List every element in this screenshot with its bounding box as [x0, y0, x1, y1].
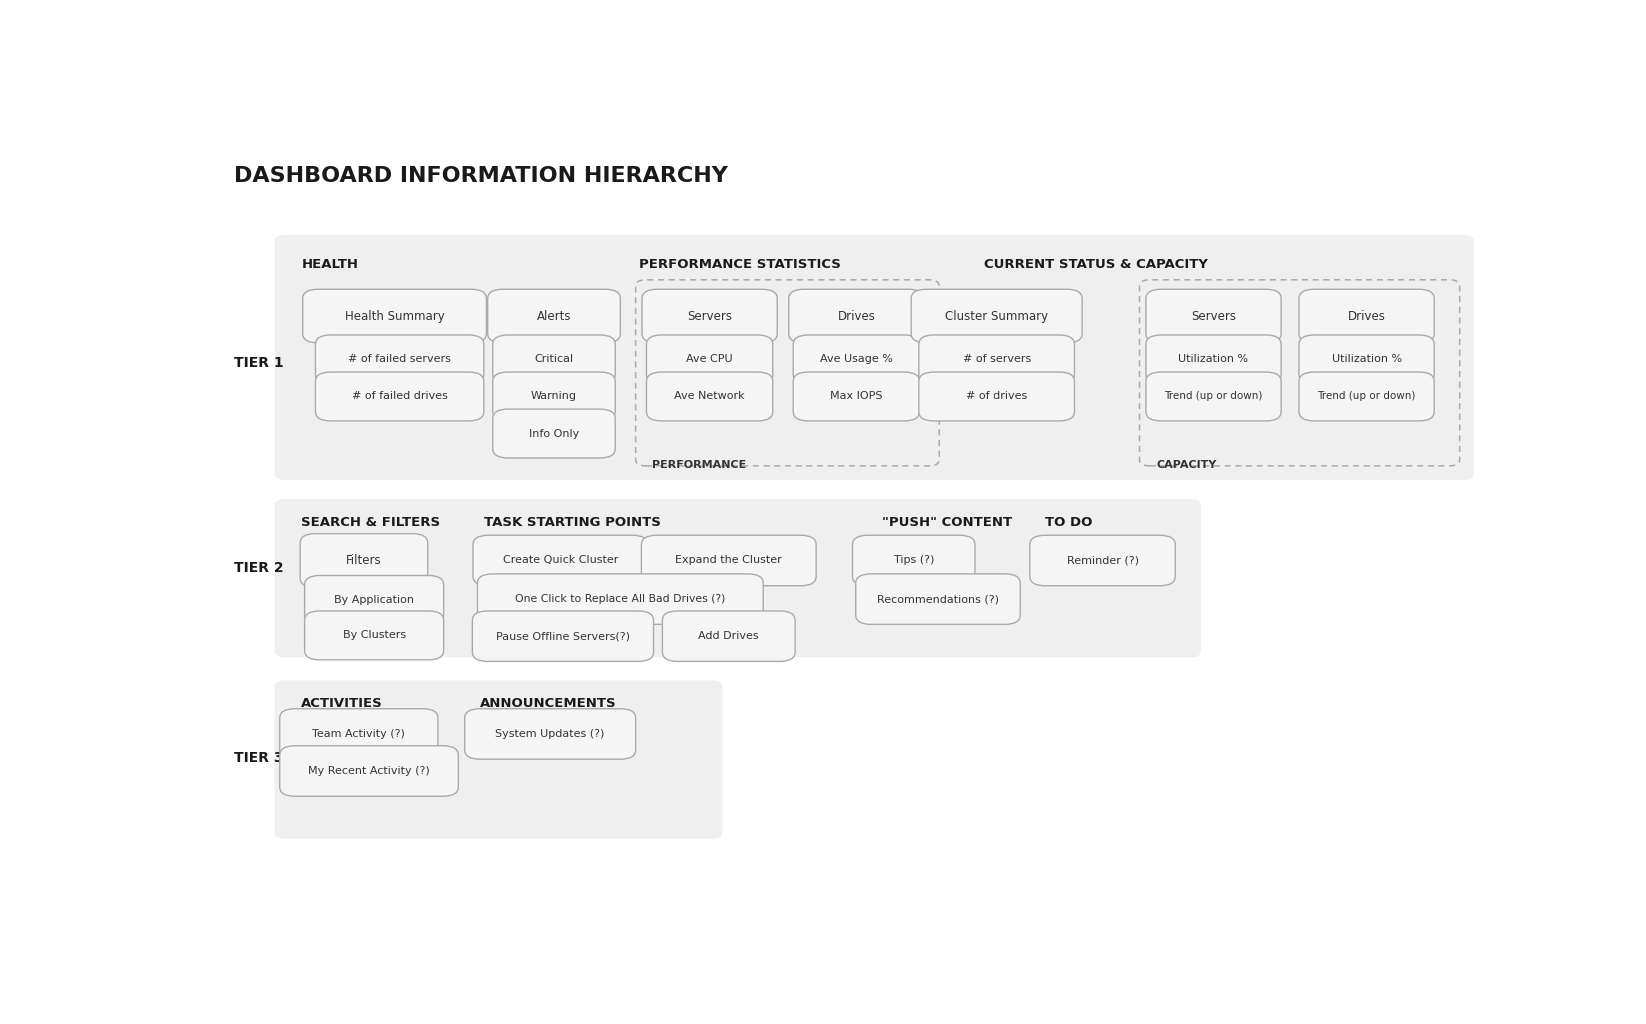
FancyBboxPatch shape: [856, 573, 1021, 625]
Text: TASK STARTING POINTS: TASK STARTING POINTS: [484, 516, 660, 529]
FancyBboxPatch shape: [280, 709, 438, 759]
Text: DASHBOARD INFORMATION HIERARCHY: DASHBOARD INFORMATION HIERARCHY: [234, 166, 728, 186]
Text: TIER 1: TIER 1: [234, 356, 283, 371]
FancyBboxPatch shape: [642, 289, 777, 343]
FancyBboxPatch shape: [853, 536, 974, 586]
FancyBboxPatch shape: [1299, 372, 1434, 421]
FancyBboxPatch shape: [1146, 372, 1281, 421]
FancyBboxPatch shape: [275, 499, 1200, 657]
Text: Servers: Servers: [686, 309, 732, 323]
Text: Drives: Drives: [1348, 309, 1386, 323]
Text: TIER 3: TIER 3: [234, 751, 283, 765]
FancyBboxPatch shape: [303, 289, 486, 343]
FancyBboxPatch shape: [477, 573, 764, 625]
Text: ANNOUNCEMENTS: ANNOUNCEMENTS: [481, 697, 617, 711]
FancyBboxPatch shape: [492, 372, 616, 421]
Text: One Click to Replace All Bad Drives (?): One Click to Replace All Bad Drives (?): [515, 594, 726, 604]
Text: Health Summary: Health Summary: [344, 309, 444, 323]
FancyBboxPatch shape: [1146, 335, 1281, 384]
Text: TO DO: TO DO: [1045, 516, 1093, 529]
FancyBboxPatch shape: [316, 372, 484, 421]
Text: # of failed drives: # of failed drives: [352, 391, 448, 401]
FancyBboxPatch shape: [793, 335, 920, 384]
FancyBboxPatch shape: [492, 410, 616, 458]
Text: CURRENT STATUS & CAPACITY: CURRENT STATUS & CAPACITY: [984, 258, 1208, 271]
FancyBboxPatch shape: [472, 536, 649, 586]
Text: Filters: Filters: [346, 554, 382, 567]
Text: PERFORMANCE: PERFORMANCE: [652, 461, 747, 470]
Text: TIER 2: TIER 2: [234, 561, 283, 575]
FancyBboxPatch shape: [464, 709, 635, 759]
Text: Info Only: Info Only: [528, 428, 579, 438]
FancyBboxPatch shape: [918, 372, 1075, 421]
Text: Ave Usage %: Ave Usage %: [820, 354, 892, 365]
Text: Reminder (?): Reminder (?): [1067, 555, 1139, 565]
FancyBboxPatch shape: [280, 745, 458, 797]
Text: Ave Network: Ave Network: [675, 391, 746, 401]
FancyBboxPatch shape: [642, 536, 816, 586]
FancyBboxPatch shape: [305, 611, 444, 659]
FancyBboxPatch shape: [647, 372, 772, 421]
FancyBboxPatch shape: [912, 289, 1081, 343]
Text: ACTIVITIES: ACTIVITIES: [301, 697, 384, 711]
FancyBboxPatch shape: [316, 335, 484, 384]
FancyBboxPatch shape: [275, 680, 723, 839]
Text: Ave CPU: Ave CPU: [686, 354, 732, 365]
Text: Pause Offline Servers(?): Pause Offline Servers(?): [495, 631, 630, 641]
Text: "PUSH" CONTENT: "PUSH" CONTENT: [882, 516, 1012, 529]
Text: # of failed servers: # of failed servers: [349, 354, 451, 365]
FancyBboxPatch shape: [275, 234, 1473, 480]
Text: PERFORMANCE STATISTICS: PERFORMANCE STATISTICS: [639, 258, 841, 271]
FancyBboxPatch shape: [793, 372, 920, 421]
Text: Expand the Cluster: Expand the Cluster: [675, 555, 782, 565]
FancyBboxPatch shape: [1030, 536, 1175, 586]
FancyBboxPatch shape: [487, 289, 621, 343]
FancyBboxPatch shape: [305, 575, 444, 625]
FancyBboxPatch shape: [662, 611, 795, 662]
Text: System Updates (?): System Updates (?): [495, 729, 604, 739]
Text: # of drives: # of drives: [966, 391, 1027, 401]
FancyBboxPatch shape: [788, 289, 923, 343]
Text: SEARCH & FILTERS: SEARCH & FILTERS: [301, 516, 441, 529]
Text: CAPACITY: CAPACITY: [1155, 461, 1216, 470]
Text: Warning: Warning: [532, 391, 578, 401]
Text: Recommendations (?): Recommendations (?): [877, 594, 999, 604]
Text: Utilization %: Utilization %: [1332, 354, 1402, 365]
Text: Max IOPS: Max IOPS: [830, 391, 882, 401]
FancyBboxPatch shape: [1299, 289, 1434, 343]
Text: Add Drives: Add Drives: [698, 631, 759, 641]
Text: Team Activity (?): Team Activity (?): [313, 729, 405, 739]
FancyBboxPatch shape: [918, 335, 1075, 384]
FancyBboxPatch shape: [492, 335, 616, 384]
FancyBboxPatch shape: [300, 534, 428, 588]
FancyBboxPatch shape: [647, 335, 772, 384]
Text: Utilization %: Utilization %: [1179, 354, 1249, 365]
FancyBboxPatch shape: [472, 611, 653, 662]
Text: Trend (up or down): Trend (up or down): [1317, 391, 1416, 401]
Text: By Clusters: By Clusters: [342, 631, 405, 640]
Text: # of servers: # of servers: [963, 354, 1030, 365]
Text: Trend (up or down): Trend (up or down): [1164, 391, 1262, 401]
Text: HEALTH: HEALTH: [301, 258, 359, 271]
Text: Cluster Summary: Cluster Summary: [945, 309, 1049, 323]
Text: Critical: Critical: [535, 354, 573, 365]
Text: My Recent Activity (?): My Recent Activity (?): [308, 766, 430, 776]
Text: Servers: Servers: [1192, 309, 1236, 323]
FancyBboxPatch shape: [1146, 289, 1281, 343]
FancyBboxPatch shape: [1299, 335, 1434, 384]
Text: Tips (?): Tips (?): [894, 555, 933, 565]
Text: Create Quick Cluster: Create Quick Cluster: [502, 555, 617, 565]
Text: Drives: Drives: [838, 309, 876, 323]
Text: By Application: By Application: [334, 595, 415, 605]
Text: Alerts: Alerts: [537, 309, 571, 323]
